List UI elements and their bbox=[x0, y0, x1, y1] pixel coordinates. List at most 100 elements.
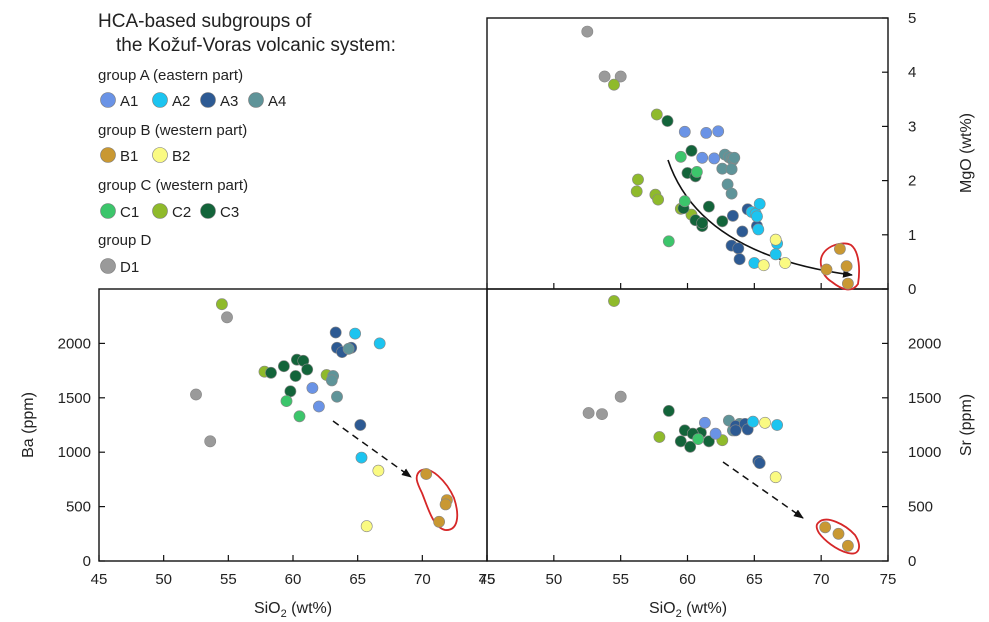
mgo-point-a1 bbox=[712, 125, 725, 138]
legend-marker-a3 bbox=[200, 92, 216, 108]
legend-marker-a4 bbox=[248, 92, 264, 108]
axes-mgo: 0 1 2 3 4 5 bbox=[486, 10, 916, 298]
sr-y-axis-title: Sr (ppm) bbox=[958, 394, 975, 456]
ba-x-tick-label: 65 bbox=[349, 571, 366, 588]
ba-b1-outline bbox=[415, 468, 459, 531]
ba-trend-arrow bbox=[332, 420, 412, 478]
ba-y-tick-label: 500 bbox=[66, 499, 91, 516]
ba-y-tick-label: 1500 bbox=[58, 390, 91, 407]
sr-x-tick-label: 45 bbox=[479, 571, 496, 588]
mgo-point-a3 bbox=[733, 253, 746, 266]
legend-item-a3: A3 bbox=[200, 92, 238, 110]
mgo-point-c2 bbox=[632, 173, 644, 186]
sr-point-a1 bbox=[699, 416, 711, 429]
legend-marker-a1 bbox=[100, 92, 116, 108]
legend-item-a2: A2 bbox=[152, 92, 190, 110]
ba-x-tick-label: 50 bbox=[155, 571, 172, 588]
points-sr bbox=[582, 295, 854, 552]
mgo-point-d1 bbox=[614, 70, 627, 83]
ba-point-a1 bbox=[306, 382, 319, 394]
legend-label-a3: A3 bbox=[220, 93, 238, 110]
mgo-point-c3 bbox=[703, 200, 715, 213]
sr-point-d1 bbox=[596, 408, 608, 420]
sr-point-a3 bbox=[729, 424, 742, 437]
legend-label-a2: A2 bbox=[172, 93, 190, 110]
legend-item-c3: C3 bbox=[200, 203, 239, 221]
ba-x-axis-title-main: SiO bbox=[254, 600, 281, 617]
ba-x-axis-title-tail: (wt%) bbox=[287, 600, 332, 617]
legend-item-c2: C2 bbox=[152, 203, 191, 221]
sr-trend-arrow bbox=[722, 461, 804, 519]
sr-point-b1 bbox=[832, 527, 845, 540]
ba-point-c1 bbox=[280, 395, 293, 407]
mgo-point-a2 bbox=[769, 248, 782, 261]
ba-point-d1 bbox=[190, 388, 202, 401]
ba-x-axis-title: SiO2 (wt%) bbox=[254, 600, 332, 620]
legend-label-c3: C3 bbox=[220, 204, 239, 221]
axes-sr: 0 500 1000 1500 2000 45 50 55 60 65 70 75 bbox=[479, 335, 942, 588]
sr-x-axis-title: SiO2 (wt%) bbox=[649, 600, 727, 620]
legend-marker-b2 bbox=[152, 147, 168, 163]
sr-point-c1 bbox=[692, 433, 705, 445]
mgo-point-a2 bbox=[752, 223, 765, 236]
mgo-point-d1 bbox=[598, 70, 611, 83]
sr-x-tick-label: 60 bbox=[679, 571, 696, 588]
mgo-point-c2 bbox=[652, 193, 664, 206]
ba-point-b1 bbox=[439, 498, 452, 511]
ba-point-c2 bbox=[215, 298, 228, 311]
sr-point-a3 bbox=[753, 457, 766, 469]
legend-item-c1: C1 bbox=[100, 203, 139, 221]
legend-item-a1: A1 bbox=[100, 92, 138, 110]
mgo-y-tick-label: 0 bbox=[908, 281, 916, 298]
mgo-point-d1 bbox=[581, 25, 594, 38]
sr-x-tick-label: 65 bbox=[746, 571, 763, 588]
legend-title-line2: the Kožuf-Voras volcanic system: bbox=[116, 35, 396, 56]
ba-point-c3 bbox=[301, 363, 314, 376]
sr-point-c2 bbox=[653, 431, 666, 443]
legend-label-a1: A1 bbox=[120, 93, 138, 110]
mgo-point-b2 bbox=[757, 259, 770, 272]
ba-x-tick-label: 55 bbox=[220, 571, 237, 588]
mgo-point-a4 bbox=[725, 163, 738, 176]
ba-x-tick-label: 70 bbox=[414, 571, 431, 588]
ba-point-a2 bbox=[355, 451, 368, 464]
legend-marker-d1 bbox=[100, 258, 116, 274]
sr-y-tick-label: 0 bbox=[908, 553, 916, 570]
ba-point-b1 bbox=[433, 515, 445, 528]
sr-point-a2 bbox=[771, 419, 783, 431]
legend-label-c1: C1 bbox=[120, 204, 139, 221]
mgo-y-tick-label: 2 bbox=[908, 173, 916, 190]
ba-point-a1 bbox=[312, 400, 325, 413]
mgo-point-a4 bbox=[725, 187, 738, 200]
ba-point-a4 bbox=[325, 374, 338, 387]
ba-point-a2 bbox=[349, 327, 361, 340]
sr-point-a1 bbox=[709, 427, 722, 440]
legend-group-b: group B (western part) bbox=[98, 122, 247, 139]
mgo-point-a1 bbox=[708, 152, 721, 165]
sr-point-c3 bbox=[674, 435, 687, 448]
sr-y-tick-label: 1500 bbox=[908, 390, 941, 407]
points-ba bbox=[190, 298, 453, 533]
legend-title-line1: HCA-based subgroups of bbox=[98, 11, 312, 32]
mgo-y-tick-label: 4 bbox=[908, 64, 916, 81]
sr-point-b1 bbox=[819, 521, 832, 534]
sr-x-axis-title-main: SiO bbox=[649, 600, 676, 617]
legend-label-a4: A4 bbox=[268, 93, 286, 110]
mgo-point-a3 bbox=[727, 209, 739, 222]
mgo-point-a3 bbox=[732, 242, 745, 255]
mgo-point-c3 bbox=[661, 115, 674, 127]
ba-point-a3 bbox=[354, 419, 367, 431]
legend-item-d1: D1 bbox=[100, 258, 139, 276]
mgo-y-tick-label: 1 bbox=[908, 227, 916, 244]
ba-x-tick-label: 45 bbox=[91, 571, 108, 588]
legend-group-d: group D bbox=[98, 232, 152, 249]
mgo-trend-arrow bbox=[667, 159, 853, 278]
mgo-y-tick-label: 3 bbox=[908, 118, 916, 135]
legend-item-b2: B2 bbox=[152, 147, 190, 165]
legend-item-a4: A4 bbox=[248, 92, 286, 110]
ba-x-tick-label: 60 bbox=[285, 571, 302, 588]
mgo-point-c2 bbox=[630, 185, 643, 198]
mgo-point-c1 bbox=[678, 195, 691, 208]
mgo-point-c3 bbox=[696, 216, 709, 229]
